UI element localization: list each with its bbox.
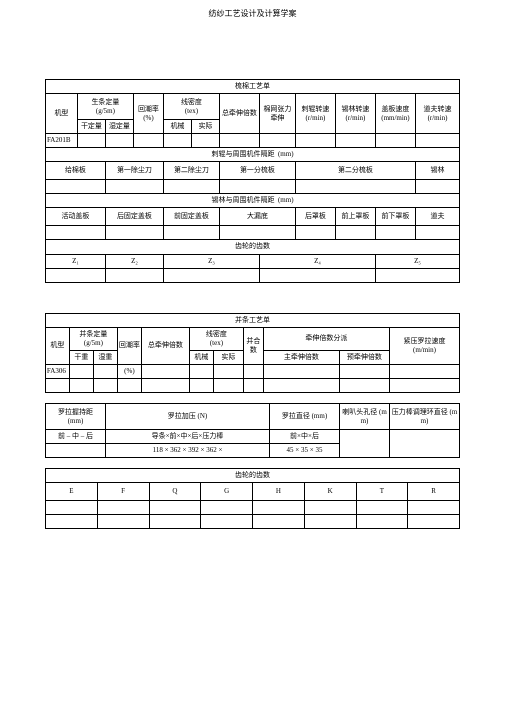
h2-pre: 预牵伸倍数 [339,350,389,364]
h2-mech: 机械 [189,350,213,364]
h-flat: 盖板速度(mm/min) [375,94,415,134]
drawing-table-2: 罗拉握持距(mm) 罗拉加压 (N) 罗拉直径 (mm) 喇叭头孔径 (mm) … [45,403,460,458]
gK: K [304,483,356,501]
front-bot: 前下罩板 [375,208,415,226]
h-dry: 干定量 [77,120,105,134]
s3-title: 锡林与周围机件隔距 (mm) [45,194,459,208]
coil-ring: 压力棒调理环直径 (mm) [390,404,460,430]
gQ: Q [149,483,201,501]
h2-return: 回潮率 [117,327,141,364]
z5: Z₅ [375,254,459,268]
gE: E [46,483,98,501]
feed-plate: 给棉板 [45,162,105,180]
mote1: 第一除尘刀 [105,162,163,180]
rear-knife: 后罩板 [295,208,335,226]
drawing-table: 并条工艺单 机型 并条定量(g/5m) 回潮率 总牵伸倍数 线密度(tex) 并… [45,313,460,393]
model2: FA306 [45,365,69,379]
h-actual: 实际 [191,120,219,134]
h2-dry: 干重 [69,350,93,364]
z1: Z₁ [45,254,105,268]
h-cyl: 锡林转速(r/min) [335,94,375,134]
h2-actual: 实际 [213,350,243,364]
page-title: 纺纱工艺设计及计算学案 [0,0,505,19]
roller-dia: 罗拉直径 (mm) [270,404,340,430]
front-fixed: 前固定盖板 [163,208,219,226]
gF: F [97,483,149,501]
h2-roller: 紧压罗拉速度(m/min) [389,327,459,364]
h-wet: 湿定量 [105,120,133,134]
s2-title: 刺辊与周围机件隔距 (mm) [45,148,459,162]
div1: 第一分梳板 [219,162,295,180]
gT: T [356,483,408,501]
pct: (%) [117,365,141,379]
dia-val: 45 × 35 × 35 [270,444,340,458]
gR: R [408,483,460,501]
gG: G [201,483,253,501]
h-return: 回潮率(%) [133,94,163,134]
h2-main: 主牵伸倍数 [263,350,339,364]
h2-draft: 总牵伸倍数 [141,327,189,364]
z3: Z₃ [163,254,259,268]
guide-label: 导条×前×中×后×压力棒 [106,430,270,444]
h-tooth: 总牵伸倍数 [219,94,259,134]
h-licker: 刺辊转速(r/min) [295,94,335,134]
h2-wet: 湿重 [93,350,117,364]
rear-fixed: 后固定盖板 [105,208,163,226]
drawing-gear: 齿轮的齿数 E F Q G H K T R [45,468,460,529]
front-top: 前上罩板 [335,208,375,226]
h2-sliver: 并条定量(g/5m) [69,327,117,350]
h-doffer: 道夫转速(r/min) [415,94,459,134]
doffer2: 道夫 [415,208,459,226]
h-web: 棉网张力牵伸 [259,94,295,134]
h2-combine: 并合数 [243,327,263,364]
table2-title: 并条工艺单 [45,313,459,327]
h-density: 线密度(tex) [163,94,219,120]
horn: 喇叭头孔径 (mm) [340,404,390,430]
dia-label: 前×中×后 [270,430,340,444]
h-mech: 机械 [163,120,191,134]
gH: H [253,483,305,501]
h-machine: 机型 [45,94,77,134]
carding-table: 梳棉工艺单 机型 生条定量(g/5m) 回潮率(%) 线密度(tex) 总牵伸倍… [45,79,460,283]
roller-pressure: 罗拉加压 (N) [106,404,270,430]
roller-gauge: 罗拉握持距(mm) [46,404,106,430]
table1-title: 梳棉工艺单 [45,80,459,94]
gear-title: 齿轮的齿数 [45,240,459,254]
h2-density: 线密度(tex) [189,327,243,350]
guide-val: 118 × 362 × 392 × 362 × [106,444,270,458]
moving-flat: 活动盖板 [45,208,105,226]
screen: 大漏底 [219,208,295,226]
div2: 第二分梳板 [295,162,415,180]
h-sliver: 生条定量(g/5m) [77,94,133,120]
fcb: 前 – 中 – 后 [46,430,106,444]
h2-dist: 牵伸倍数分派 [263,327,389,350]
z2: Z₂ [105,254,163,268]
z4: Z₄ [259,254,375,268]
model: FA201B [45,134,77,148]
gear-title2: 齿轮的齿数 [46,469,460,483]
h2-machine: 机型 [45,327,69,364]
mote2: 第二除尘刀 [163,162,219,180]
cylinder2: 锡林 [415,162,459,180]
